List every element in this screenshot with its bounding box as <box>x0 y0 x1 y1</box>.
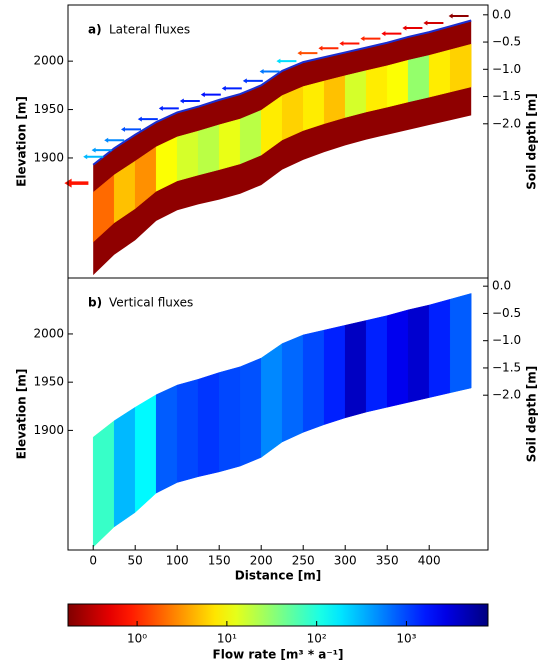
y2-tick-label: −0.5 <box>492 35 521 49</box>
x-tick-label: 400 <box>418 554 441 568</box>
flux-arrow <box>297 50 318 56</box>
flux-arrow <box>179 98 200 104</box>
flux-column <box>260 343 283 458</box>
x-tick-label: 200 <box>250 554 273 568</box>
flux-arrow <box>242 78 263 84</box>
flux-cell <box>197 124 220 176</box>
flux-column <box>176 378 199 483</box>
flux-arrow <box>360 36 381 42</box>
flux-cell <box>323 75 346 125</box>
flux-cell <box>302 80 325 131</box>
flux-column <box>134 394 157 513</box>
flux-arrow <box>448 13 469 19</box>
flux-cell <box>176 130 199 182</box>
flux-arrow <box>259 69 280 75</box>
flux-arrow <box>158 105 179 111</box>
y-tick-label: 2000 <box>33 54 64 68</box>
flux-column <box>197 372 220 478</box>
y2-tick-label: −2.0 <box>492 388 521 402</box>
panel-label: b) <box>88 296 102 310</box>
y2-tick-label: −0.5 <box>492 306 521 320</box>
inflow-arrow <box>64 178 89 188</box>
y-tick-label: 2000 <box>33 326 64 340</box>
x-tick-label: 350 <box>376 554 399 568</box>
y2-tick-label: −1.0 <box>492 333 521 347</box>
flux-arrow <box>91 147 112 153</box>
surface-line <box>92 19 472 166</box>
x-tick-label: 250 <box>292 554 315 568</box>
flux-arrow <box>276 58 297 64</box>
y2-tick-label: −1.5 <box>492 89 521 103</box>
x-tick-label: 100 <box>166 554 189 568</box>
y-tick-label: 1950 <box>33 102 64 116</box>
y2-tick-label: −1.0 <box>492 62 521 76</box>
panel-label: a) <box>88 23 102 37</box>
flux-column <box>428 298 451 398</box>
colorbar-tick-label: 10¹ <box>217 632 237 646</box>
y2-axis-label: Soil depth [m] <box>525 93 539 190</box>
y-axis-label: Elevation [m] <box>15 96 29 187</box>
y2-tick-label: −1.5 <box>492 360 521 374</box>
flux-column <box>218 366 241 473</box>
flux-column <box>386 309 409 408</box>
flux-arrow <box>402 25 423 31</box>
y-tick-label: 1900 <box>33 150 64 164</box>
flux-column <box>407 304 430 403</box>
flux-column <box>239 357 262 467</box>
panel-title: Lateral fluxes <box>109 23 190 37</box>
flux-arrow <box>104 137 125 143</box>
flux-arrow <box>423 20 444 26</box>
x-tick-label: 150 <box>208 554 231 568</box>
flux-arrow <box>318 45 339 51</box>
flux-column <box>113 406 136 528</box>
flux-arrow <box>137 116 158 122</box>
flux-column <box>344 320 367 419</box>
x-axis-label: Distance [m] <box>235 569 322 583</box>
flux-cell <box>281 86 304 141</box>
y2-axis-label: Soil depth [m] <box>525 366 539 463</box>
y2-tick-label: 0.0 <box>492 279 511 293</box>
flux-cell <box>344 70 367 118</box>
flux-column <box>155 384 178 494</box>
colorbar-tick-label: 10³ <box>396 632 416 646</box>
flux-cell <box>386 59 409 108</box>
flux-column <box>449 293 472 394</box>
flux-arrow <box>200 92 221 98</box>
flux-cell <box>428 49 451 98</box>
colorbar-tick-label: 10⁰ <box>127 632 147 646</box>
flux-arrow <box>83 154 104 160</box>
flux-column <box>92 420 115 548</box>
flux-column <box>365 315 388 413</box>
flux-arrow <box>121 126 141 132</box>
colorbar <box>67 603 489 627</box>
y-axis-label: Elevation [m] <box>15 369 29 460</box>
flux-arrow <box>221 85 242 91</box>
flux-column <box>323 324 346 425</box>
flux-arrow <box>381 31 402 37</box>
colorbar-label: Flow rate [m³ * a⁻¹] <box>213 648 344 662</box>
x-tick-label: 0 <box>89 554 97 568</box>
y-tick-label: 1900 <box>33 423 64 437</box>
y2-tick-label: −2.0 <box>492 116 521 130</box>
flux-cell <box>239 109 262 165</box>
y-tick-label: 1950 <box>33 375 64 389</box>
flux-cell <box>407 55 430 103</box>
y2-tick-label: 0.0 <box>492 7 511 21</box>
x-tick-label: 300 <box>334 554 357 568</box>
panel-title: Vertical fluxes <box>109 296 193 310</box>
flux-column <box>302 329 325 433</box>
flux-cell <box>365 65 388 113</box>
flux-column <box>281 334 304 443</box>
flux-cell <box>218 118 241 170</box>
plot-frame <box>67 277 489 551</box>
flux-arrow <box>339 40 360 46</box>
flux-cell <box>449 43 472 93</box>
colorbar-tick-label: 10² <box>307 632 327 646</box>
x-tick-label: 50 <box>128 554 143 568</box>
